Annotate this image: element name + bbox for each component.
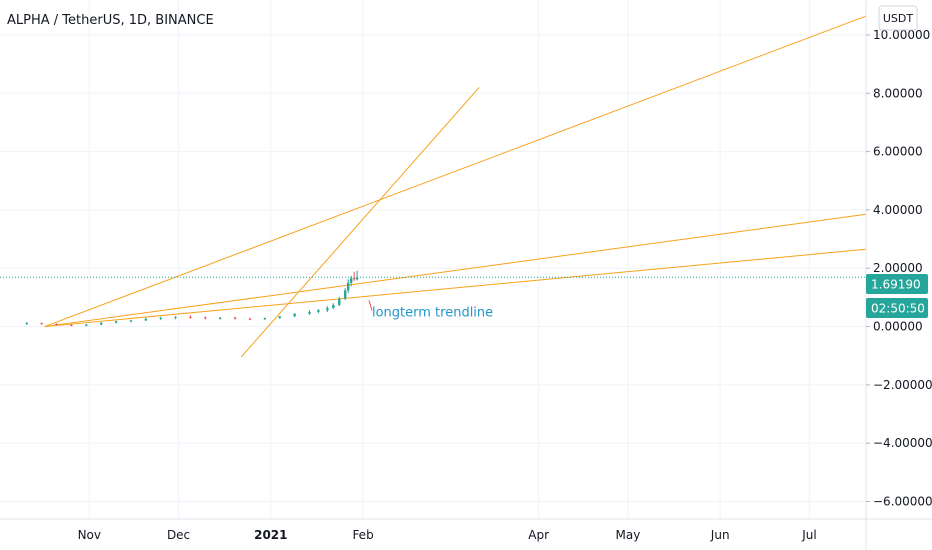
candle-body bbox=[346, 282, 350, 291]
time-tick-label: 2021 bbox=[254, 528, 287, 542]
candle-body bbox=[99, 322, 103, 325]
currency-button-frame bbox=[878, 5, 918, 31]
candle-body bbox=[349, 278, 353, 283]
candle-body bbox=[293, 313, 296, 317]
candle-body bbox=[25, 323, 28, 325]
candle-body bbox=[338, 298, 341, 305]
time-tick-label: Dec bbox=[167, 528, 190, 542]
price-tick-label: 4.00000 bbox=[873, 203, 923, 217]
time-tick-label: Feb bbox=[352, 528, 373, 542]
candle-body bbox=[278, 316, 281, 319]
candlestick-series bbox=[25, 270, 359, 327]
candle-body bbox=[344, 290, 347, 299]
time-tick-label: Jul bbox=[801, 528, 816, 542]
candle-body bbox=[219, 317, 222, 319]
candle-body bbox=[129, 320, 133, 322]
annotation-label: longterm trendline bbox=[372, 305, 493, 320]
countdown-badge-bg bbox=[866, 298, 928, 318]
candle-body bbox=[85, 324, 88, 326]
time-tick-label: Nov bbox=[78, 528, 101, 542]
last-price-badge: 1.69190 bbox=[866, 274, 928, 294]
candle-body bbox=[204, 317, 207, 319]
time-axis-ticks: Nov Dec 2021 Feb Apr May Jun Jul bbox=[78, 528, 817, 542]
annotation-pointer bbox=[368, 300, 373, 311]
last-price-badge-bg bbox=[866, 274, 928, 294]
candle-body bbox=[189, 316, 192, 318]
candle-body bbox=[40, 323, 43, 325]
last-price-badge-text: 1.69190 bbox=[871, 278, 921, 292]
candle-body bbox=[317, 310, 320, 312]
candle-body bbox=[233, 317, 237, 319]
countdown-badge: 02:50:50 bbox=[866, 298, 928, 318]
candle-body bbox=[159, 317, 162, 319]
price-tick-label: −4.00000 bbox=[873, 436, 932, 450]
candle-body bbox=[326, 307, 329, 311]
candle-body bbox=[308, 311, 311, 314]
candle-body bbox=[114, 321, 118, 323]
currency-button-label: USDT bbox=[883, 12, 914, 25]
trendline-1 bbox=[44, 15, 867, 328]
price-tick-label: −6.00000 bbox=[873, 495, 932, 509]
price-tick-label: 0.00000 bbox=[873, 320, 923, 334]
candle-body bbox=[174, 316, 177, 318]
countdown-badge-text: 02:50:50 bbox=[871, 302, 925, 316]
price-tick-label: 8.00000 bbox=[873, 86, 923, 100]
candle-body bbox=[55, 323, 58, 325]
trendline-3 bbox=[44, 213, 867, 328]
trendline-2 bbox=[240, 87, 480, 358]
candle-body bbox=[352, 278, 356, 280]
candle-body bbox=[263, 318, 267, 320]
trendlines bbox=[44, 15, 867, 358]
annotations: longterm trendline bbox=[368, 300, 493, 320]
candle-body bbox=[355, 277, 359, 280]
candle-body bbox=[70, 324, 73, 326]
price-tick-label: −2.00000 bbox=[873, 378, 932, 392]
chart-title: ALPHA / TetherUS, 1D, BINANCE bbox=[7, 13, 214, 28]
price-tick-label: 10.00000 bbox=[873, 28, 930, 42]
time-tick-label: Apr bbox=[528, 528, 549, 542]
price-tick-label: 2.00000 bbox=[873, 261, 923, 275]
price-tick-label: 6.00000 bbox=[873, 145, 923, 159]
time-tick-label: May bbox=[616, 528, 641, 542]
candle-body bbox=[332, 304, 335, 308]
candle-body bbox=[248, 318, 252, 320]
currency-button[interactable]: USDT bbox=[878, 5, 918, 31]
chart-grid bbox=[0, 0, 866, 519]
trendline-4 bbox=[44, 248, 867, 328]
candle-body bbox=[144, 318, 148, 321]
time-tick-label: Jun bbox=[710, 528, 730, 542]
price-axis-ticks: 10.00000 8.00000 6.00000 4.00000 2.00000 0.00… bbox=[866, 28, 932, 509]
